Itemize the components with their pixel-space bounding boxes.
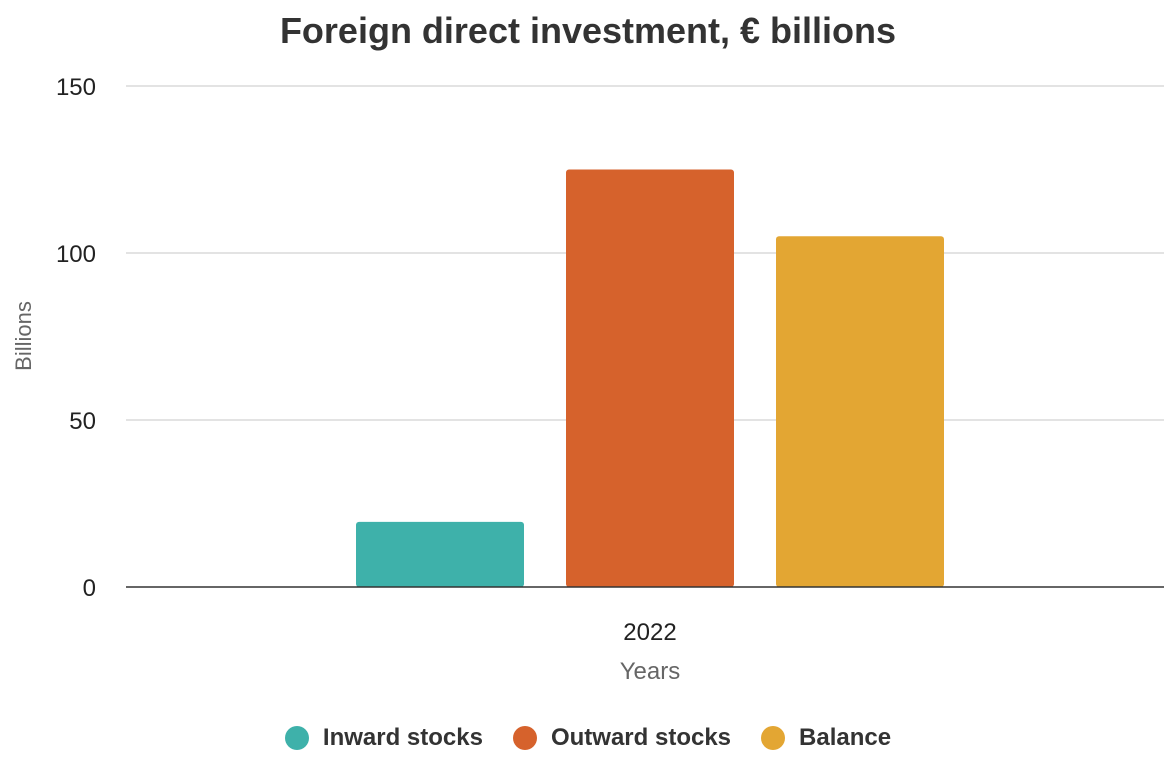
legend-item-inward-stocks[interactable]: Inward stocks <box>284 724 483 752</box>
y-tick-label-50: 50 <box>69 408 96 435</box>
x-axis-title: Years <box>620 658 681 685</box>
legend-swatch-balance <box>761 726 786 750</box>
legend-item-balance[interactable]: Balance <box>761 724 891 752</box>
y-tick-label-100: 100 <box>56 241 96 268</box>
bar-outward-stocks[interactable] <box>566 169 734 588</box>
y-axis-ticks: 0 50 100 150 <box>56 74 96 602</box>
y-axis-title: Billions <box>11 301 36 371</box>
y-tick-label-0: 0 <box>83 575 96 602</box>
chart-plot: 0 50 100 150 2022 Years Billions <box>11 74 1164 685</box>
legend-label-balance: Balance <box>799 724 892 751</box>
y-tick-label-150: 150 <box>56 74 96 101</box>
legend-item-outward-stocks[interactable]: Outward stocks <box>512 724 732 752</box>
chart-title: Foreign direct investment, € billions <box>279 10 897 51</box>
bar-balance[interactable] <box>776 236 944 588</box>
legend: Inward stocks Outward stocks Balance <box>0 724 1164 752</box>
legend-label-inward-stocks: Inward stocks <box>322 724 483 751</box>
legend-swatch-outward-stocks <box>512 726 537 750</box>
legend-label-outward-stocks: Outward stocks <box>550 724 732 751</box>
legend-swatch-inward-stocks <box>284 726 309 750</box>
bars <box>356 169 944 588</box>
bar-inward-stocks[interactable] <box>356 521 524 587</box>
x-tick-label: 2022 <box>623 619 676 646</box>
